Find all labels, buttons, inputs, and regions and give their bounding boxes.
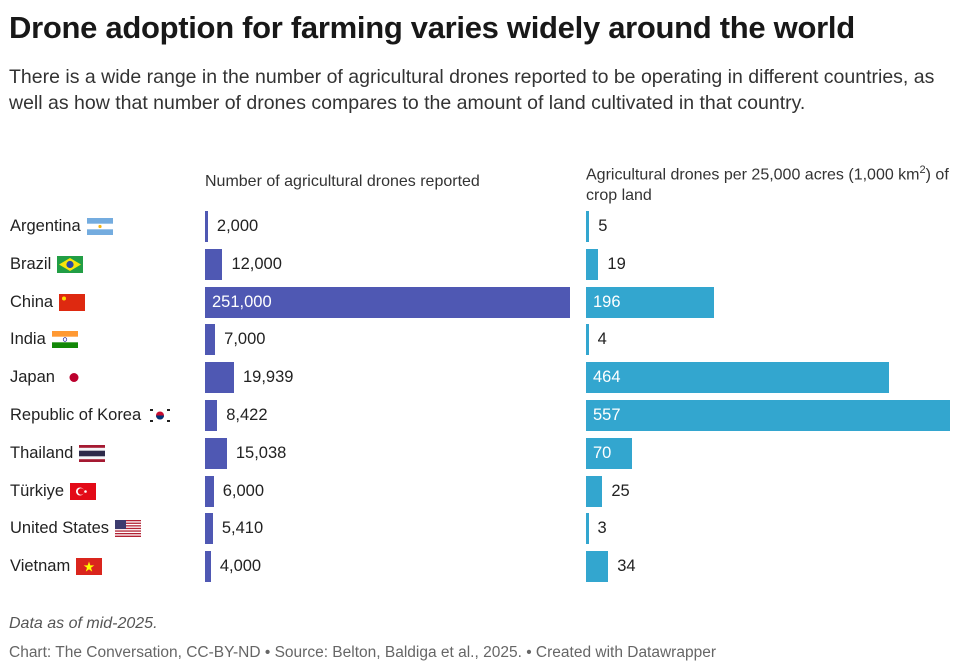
country-name: Republic of Korea xyxy=(10,406,142,424)
country-name: Brazil xyxy=(10,254,52,273)
flag-vietnam-icon xyxy=(76,558,103,576)
drone-count-bar xyxy=(205,400,218,431)
density-bar xyxy=(586,437,632,469)
drone-count-value-label: 19,939 xyxy=(242,368,294,387)
density-bar xyxy=(586,551,609,583)
country-label: Brazil xyxy=(10,249,84,280)
density-bar xyxy=(586,513,589,545)
chart-row: Vietnam 4,000 34 xyxy=(0,551,960,583)
density-value-label: 70 xyxy=(593,443,612,462)
drone-count-value-label: 5,410 xyxy=(221,519,264,538)
country-label: China xyxy=(10,287,86,318)
chart-row: Türkiye 6,000 25 xyxy=(0,475,960,507)
drone-count-bar xyxy=(205,475,214,507)
density-value-label: 557 xyxy=(593,406,621,424)
header-text: Agricultural drones per 25,000 acres (1,… xyxy=(586,166,920,184)
drone-count-bar xyxy=(205,437,227,469)
country-label: Argentina xyxy=(10,211,113,242)
chart-title: Drone adoption for farming varies widely… xyxy=(9,10,855,45)
chart-row: Republic of Korea 8,422 557 xyxy=(0,400,960,431)
flag-turkiye-icon xyxy=(70,482,97,500)
drone-count-value-label: 12,000 xyxy=(231,254,282,273)
country-label: India xyxy=(10,324,78,355)
flag-india-icon xyxy=(51,331,78,349)
density-value-label: 25 xyxy=(611,481,630,500)
drone-count-bar xyxy=(205,211,208,242)
drone-count-bar xyxy=(205,324,216,356)
density-bar xyxy=(586,324,589,356)
country-name: Argentina xyxy=(10,217,81,235)
density-bar xyxy=(586,400,950,431)
chart-row: Argentina 2,000 5 xyxy=(0,211,960,242)
footnote: Data as of mid-2025. xyxy=(9,615,158,632)
flag-thailand-icon xyxy=(79,444,106,462)
country-name: Vietnam xyxy=(10,557,71,576)
density-value-label: 19 xyxy=(607,254,626,273)
drone-count-value-label: 8,422 xyxy=(226,406,268,424)
chart-row: India 7,000 4 xyxy=(0,324,960,356)
chart-row: Thailand 15,038 70 xyxy=(0,437,960,469)
density-bar xyxy=(586,286,715,318)
country-label: United States xyxy=(10,513,142,544)
flag-brazil-icon xyxy=(57,255,84,273)
drone-count-value-label: 15,038 xyxy=(235,443,287,462)
country-name: Thailand xyxy=(10,443,74,462)
country-label: Republic of Korea xyxy=(10,400,174,431)
country-label: Vietnam xyxy=(10,551,103,582)
density-value-label: 34 xyxy=(617,557,636,576)
drone-count-bar xyxy=(205,513,213,545)
country-name: Japan xyxy=(10,368,55,387)
drone-count-bar xyxy=(205,362,234,394)
chart-row: Japan 19,939 464 xyxy=(0,362,960,394)
density-value-label: 464 xyxy=(593,368,621,387)
flag-korea-icon xyxy=(147,407,174,424)
country-label: Japan xyxy=(10,362,87,393)
chart-row: China 251,000 196 xyxy=(0,286,960,318)
column-header-drones: Number of agricultural drones reported xyxy=(205,173,480,190)
country-name: India xyxy=(10,330,46,349)
density-value-label: 4 xyxy=(597,330,607,349)
drone-count-value-label: 6,000 xyxy=(222,481,265,500)
density-bar xyxy=(586,211,590,242)
drone-count-value-label: 4,000 xyxy=(219,557,262,576)
drone-count-value-label: 7,000 xyxy=(224,330,266,349)
density-bar xyxy=(586,475,603,507)
flag-japan-icon xyxy=(60,369,87,387)
density-value-label: 5 xyxy=(598,217,608,235)
country-name: United States xyxy=(10,519,110,538)
country-name: Türkiye xyxy=(10,481,65,500)
chart-row: Brazil 12,000 19 xyxy=(0,248,960,280)
density-bar xyxy=(586,362,890,394)
column-header-density: Agricultural drones per 25,000 acres (1,… xyxy=(586,160,956,206)
drone-count-bar xyxy=(205,551,211,583)
flag-china-icon xyxy=(59,293,86,311)
chart-row: United States 5,410 3 xyxy=(0,513,960,545)
density-bar xyxy=(586,248,599,280)
drone-count-bar xyxy=(205,286,570,318)
header-superscript: 2 xyxy=(919,164,926,176)
drone-count-bar xyxy=(205,248,223,280)
flag-argentina-icon xyxy=(86,218,113,235)
density-value-label: 3 xyxy=(597,519,607,538)
header-text-end: ) of crop land xyxy=(586,166,949,205)
country-label: Türkiye xyxy=(10,476,97,507)
country-name: China xyxy=(10,292,54,311)
source-credit: Chart: The Conversation, CC-BY-ND • Sour… xyxy=(9,644,716,661)
drone-count-value-label: 2,000 xyxy=(216,217,259,235)
drone-count-value-label: 251,000 xyxy=(212,292,272,311)
country-label: Thailand xyxy=(10,438,106,469)
flag-usa-icon xyxy=(115,520,142,538)
chart-subtitle: There is a wide range in the number of a… xyxy=(9,66,935,114)
density-value-label: 196 xyxy=(593,292,621,311)
